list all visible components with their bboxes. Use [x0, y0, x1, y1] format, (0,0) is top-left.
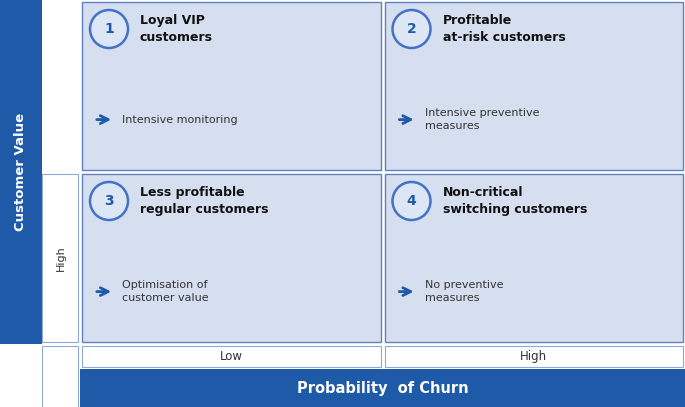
FancyBboxPatch shape [42, 174, 78, 342]
Text: High: High [520, 350, 547, 363]
FancyBboxPatch shape [82, 174, 380, 342]
FancyBboxPatch shape [384, 2, 683, 170]
Text: Low: Low [220, 350, 242, 363]
FancyBboxPatch shape [82, 2, 380, 170]
Text: Profitable
at-risk customers: Profitable at-risk customers [443, 14, 565, 44]
Ellipse shape [393, 10, 430, 48]
FancyBboxPatch shape [80, 369, 685, 407]
FancyBboxPatch shape [42, 346, 78, 407]
Text: No preventive
measures: No preventive measures [425, 280, 503, 303]
Ellipse shape [90, 182, 128, 220]
Text: High: High [56, 245, 66, 271]
Text: 3: 3 [104, 194, 114, 208]
Text: Non-critical
switching customers: Non-critical switching customers [443, 186, 587, 216]
Text: Probability  of Churn: Probability of Churn [297, 381, 469, 396]
Text: Optimisation of
customer value: Optimisation of customer value [122, 280, 209, 303]
Text: 1: 1 [104, 22, 114, 36]
Text: 2: 2 [407, 22, 416, 36]
Text: Less profitable
regular customers: Less profitable regular customers [140, 186, 269, 216]
Ellipse shape [393, 182, 430, 220]
Text: Customer Value: Customer Value [14, 113, 27, 231]
Ellipse shape [90, 10, 128, 48]
FancyBboxPatch shape [384, 174, 683, 342]
Text: Loyal VIP
customers: Loyal VIP customers [140, 14, 213, 44]
FancyBboxPatch shape [82, 346, 380, 367]
Text: Intensive monitoring: Intensive monitoring [122, 115, 238, 125]
FancyBboxPatch shape [384, 346, 683, 367]
Text: Intensive preventive
measures: Intensive preventive measures [425, 108, 539, 131]
FancyBboxPatch shape [0, 0, 42, 344]
Text: 4: 4 [407, 194, 416, 208]
